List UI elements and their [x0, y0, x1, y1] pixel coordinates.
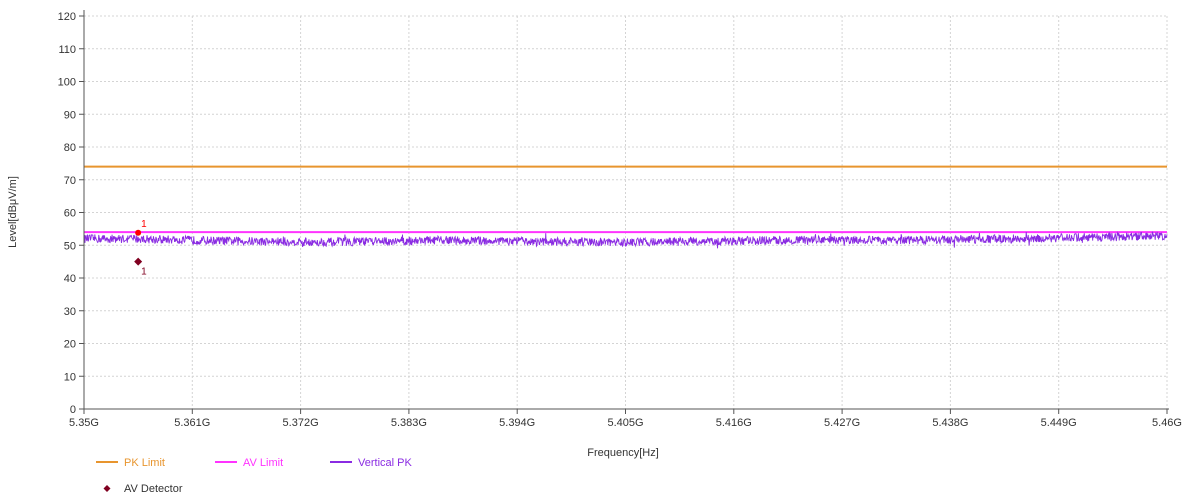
legend-swatch — [103, 485, 111, 492]
x-tick-label: 5.361G — [174, 417, 210, 429]
x-tick-label: 5.372G — [283, 417, 319, 429]
y-axis-label: Level[dBμV/m] — [7, 176, 19, 248]
x-tick-label: 5.405G — [607, 417, 643, 429]
y-tick-label: 110 — [58, 44, 76, 56]
x-tick-label: 5.35G — [69, 417, 99, 429]
legend-label: Vertical PK — [358, 457, 412, 469]
y-tick-label: 30 — [64, 306, 76, 318]
markers-group: 11 — [134, 219, 147, 278]
grid-lines — [84, 15, 1168, 409]
y-tick-label: 90 — [64, 109, 76, 121]
x-axis-label: Frequency[Hz] — [587, 447, 659, 459]
y-tick-label: 120 — [58, 11, 76, 23]
marker-label: 1 — [141, 219, 147, 230]
y-tick-label: 100 — [58, 77, 76, 89]
marker-label: 1 — [141, 267, 147, 278]
series-vertical-pk-line — [83, 230, 1168, 249]
y-tick-label: 80 — [64, 142, 76, 154]
legend-label: AV Detector — [124, 483, 183, 495]
x-tick-label: 5.416G — [716, 417, 752, 429]
y-tick-label: 70 — [64, 175, 76, 187]
y-tick-label: 60 — [64, 208, 76, 220]
y-tick-label: 0 — [70, 404, 76, 416]
legend-label: AV Limit — [243, 457, 283, 469]
y-tick-label: 20 — [64, 339, 76, 351]
x-tick-label: 5.394G — [499, 417, 535, 429]
x-tick-label: 5.46G — [1152, 417, 1182, 429]
pk-detector-point — [135, 229, 142, 236]
av-detector-point — [134, 257, 143, 266]
x-tick-label: 5.449G — [1041, 417, 1077, 429]
legend: PK Limit AV Limit Vertical PK AV Detector — [96, 457, 412, 495]
x-tick-label: 5.438G — [932, 417, 968, 429]
y-tick-label: 10 — [64, 371, 76, 383]
y-tick-label: 50 — [64, 240, 76, 252]
y-axis-ticks: 0 10 20 30 40 50 60 70 80 90 100 110 120 — [58, 11, 84, 416]
legend-label: PK Limit — [124, 457, 165, 469]
x-tick-label: 5.427G — [824, 417, 860, 429]
x-tick-label: 5.383G — [391, 417, 427, 429]
x-axis-ticks: 5.35G 5.361G 5.372G 5.383G 5.394G 5.405G 5.416… — [69, 409, 1182, 429]
series-group — [83, 165, 1168, 249]
axes — [83, 10, 1169, 410]
y-tick-label: 40 — [64, 273, 76, 285]
